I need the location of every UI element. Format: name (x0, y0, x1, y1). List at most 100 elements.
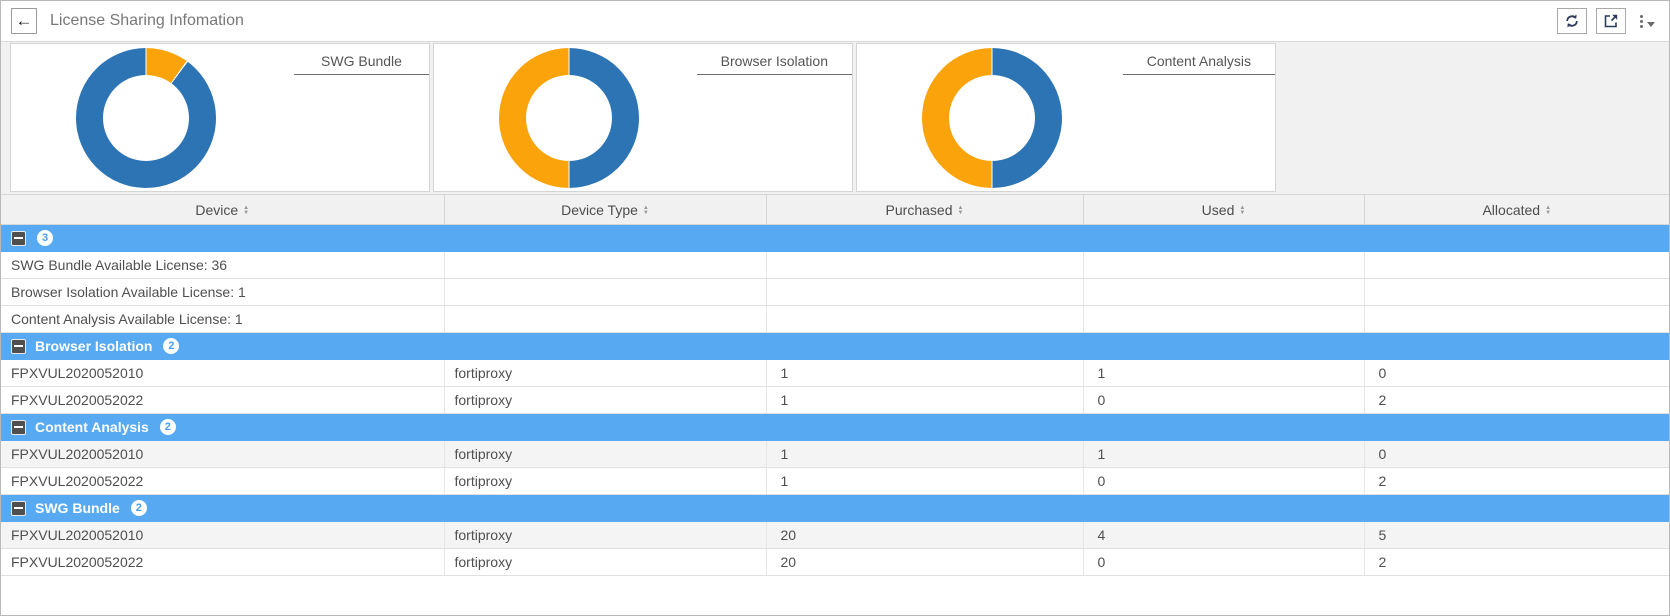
cell-purchased: 20 (766, 548, 1084, 576)
chart-panel-1: SWG Bundle (10, 43, 430, 192)
chart-legend[interactable]: Browser Isolation (696, 50, 852, 75)
cell-used (1083, 251, 1365, 279)
chart-legend[interactable]: Content Analysis (1122, 50, 1275, 75)
chart-legend-label: Content Analysis (1146, 53, 1251, 69)
external-link-icon (1603, 13, 1619, 29)
chart-legend-label: SWG Bundle (321, 53, 402, 69)
column-header-label: Allocated (1482, 201, 1541, 218)
table-row[interactable]: FPXVUL2020052010 fortiproxy 20 4 5 (1, 521, 1669, 549)
column-header-purchased[interactable]: Purchased ▲ ▼ (766, 194, 1084, 225)
sort-icon: ▲ ▼ (642, 204, 649, 216)
collapse-button[interactable] (11, 500, 26, 516)
column-header-label: Device Type (561, 201, 638, 218)
donut-hole (949, 75, 1035, 161)
cell-allocated: 2 (1364, 467, 1669, 495)
cell-device-type: fortiproxy (444, 359, 767, 387)
column-header-label: Purchased (885, 201, 953, 218)
table-row[interactable]: SWG Bundle Available License: 36 (1, 251, 1669, 279)
sort-icon: ▲ ▼ (1545, 204, 1552, 216)
cell-device-type: fortiproxy (444, 548, 767, 576)
cell-purchased: 1 (766, 386, 1084, 414)
table-row[interactable]: FPXVUL2020052022 fortiproxy 20 0 2 (1, 548, 1669, 576)
cell-used: 1 (1083, 359, 1365, 387)
back-button[interactable]: ← (11, 8, 37, 34)
cell-device-type (444, 278, 767, 306)
group-header-content: 3 (11, 230, 1669, 247)
table-row[interactable]: Content Analysis Available License: 1 (1, 305, 1669, 333)
chart-legend[interactable]: SWG Bundle (294, 50, 429, 75)
sort-icon: ▲ ▼ (1239, 204, 1246, 216)
cell-allocated: 0 (1364, 440, 1669, 468)
chart-legend-label: Browser Isolation (720, 53, 828, 69)
charts-region: SWG Bundle Browser Isolation Content Analy… (1, 42, 1669, 194)
kebab-icon (1640, 14, 1643, 28)
cell-device-type: fortiproxy (444, 467, 767, 495)
group-count-badge: 2 (159, 419, 176, 436)
donut-chart (922, 48, 1062, 188)
cell-allocated: 0 (1364, 359, 1669, 387)
collapse-button[interactable] (11, 338, 26, 354)
sort-icon: ▲ ▼ (957, 204, 964, 216)
donut-hole (103, 75, 189, 161)
cell-purchased: 1 (766, 467, 1084, 495)
refresh-button[interactable] (1557, 8, 1587, 34)
collapse-button[interactable] (11, 419, 26, 435)
group-label: Content Analysis (35, 419, 149, 436)
cell-purchased: 1 (766, 440, 1084, 468)
cell-used: 0 (1083, 386, 1365, 414)
open-in-window-button[interactable] (1596, 8, 1626, 34)
cell-allocated: 2 (1364, 386, 1669, 414)
column-header-label: Device (195, 201, 239, 218)
refresh-icon (1564, 13, 1580, 29)
cell-device-type (444, 251, 767, 279)
group-count-badge: 3 (37, 230, 53, 247)
license-table: Device ▲ ▼ Device Type ▲ ▼ Purchased ▲ ▼ Used ▲ ▼ Al… (1, 194, 1669, 576)
cell-device-type (444, 305, 767, 333)
cell-used (1083, 278, 1365, 306)
cell-device: FPXVUL2020052022 (1, 386, 445, 414)
table-row[interactable]: FPXVUL2020052022 fortiproxy 1 0 2 (1, 467, 1669, 495)
cell-device-type: fortiproxy (444, 521, 767, 549)
cell-device: FPXVUL2020052010 (1, 359, 445, 387)
cell-purchased (766, 251, 1084, 279)
cell-device: FPXVUL2020052010 (1, 440, 445, 468)
group-header-content: SWG Bundle 2 (11, 500, 1669, 517)
group-count-badge: 2 (130, 500, 147, 517)
column-header-label: Used (1201, 201, 1235, 218)
group-header-row-content-analysis: Content Analysis 2 (1, 413, 1669, 441)
table-row[interactable]: FPXVUL2020052022 fortiproxy 1 0 2 (1, 386, 1669, 414)
caret-down-icon (1647, 21, 1655, 27)
cell-device: Browser Isolation Available License: 1 (1, 278, 445, 306)
collapse-button[interactable] (11, 230, 26, 246)
cell-device: FPXVUL2020052022 (1, 548, 445, 576)
table-row[interactable]: Browser Isolation Available License: 1 (1, 278, 1669, 306)
cell-allocated: 2 (1364, 548, 1669, 576)
cell-device: FPXVUL2020052022 (1, 467, 445, 495)
cell-allocated (1364, 278, 1669, 306)
table-row[interactable]: FPXVUL2020052010 fortiproxy 1 1 0 (1, 440, 1669, 468)
donut-chart (76, 48, 216, 188)
cell-purchased (766, 278, 1084, 306)
cell-purchased (766, 305, 1084, 333)
column-header-used[interactable]: Used ▲ ▼ (1083, 194, 1365, 225)
column-header-allocated[interactable]: Allocated ▲ ▼ (1364, 194, 1669, 225)
more-menu-button[interactable] (1638, 11, 1657, 32)
group-header-content: Content Analysis 2 (11, 419, 1669, 436)
column-header-device-type[interactable]: Device Type ▲ ▼ (444, 194, 767, 225)
column-header-device[interactable]: Device ▲ ▼ (1, 194, 445, 225)
cell-used: 0 (1083, 467, 1365, 495)
table-row[interactable]: FPXVUL2020052010 fortiproxy 1 1 0 (1, 359, 1669, 387)
group-header-row-swg-bundle: SWG Bundle 2 (1, 494, 1669, 522)
sort-icon: ▲ ▼ (243, 204, 250, 216)
group-header-row-all: 3 (1, 224, 1669, 252)
page-title: License Sharing Infomation (50, 12, 244, 29)
cell-purchased: 20 (766, 521, 1084, 549)
cell-device-type: fortiproxy (444, 386, 767, 414)
cell-used: 4 (1083, 521, 1365, 549)
group-count-badge: 2 (163, 338, 180, 355)
cell-allocated (1364, 251, 1669, 279)
chart-panel-2: Browser Isolation (433, 43, 853, 192)
titlebar-actions (1557, 8, 1657, 34)
group-header-content: Browser Isolation 2 (11, 338, 1669, 355)
